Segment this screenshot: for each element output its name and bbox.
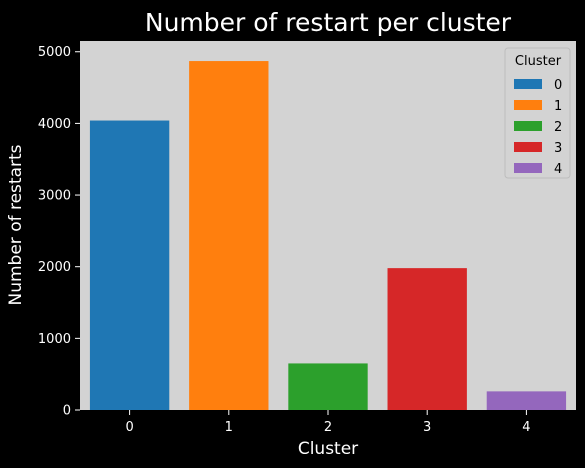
bars-group (89, 61, 567, 411)
legend-title: Cluster (515, 54, 562, 69)
legend-label: 3 (554, 141, 562, 156)
chart-title: Number of restart per cluster (145, 8, 512, 37)
x-tick-label: 3 (423, 420, 431, 435)
bar-cluster-4[interactable] (486, 391, 567, 410)
y-axis: 0 1000 2000 3000 4000 5000 (38, 45, 80, 419)
legend-swatch-1 (514, 100, 542, 110)
legend-label: 0 (554, 78, 562, 93)
x-tick-label: 1 (225, 420, 233, 435)
bar-cluster-2[interactable] (288, 363, 368, 410)
x-tick-label: 0 (125, 420, 133, 435)
y-axis-title: Number of restarts (6, 144, 26, 305)
x-axis-title: Cluster (298, 439, 358, 459)
x-axis: 0 1 2 3 4 (125, 410, 531, 435)
legend-swatch-4 (514, 163, 542, 173)
legend-label: 1 (554, 99, 562, 114)
legend-swatch-0 (514, 79, 542, 89)
legend-entries: 0 1 2 3 4 (514, 78, 562, 177)
y-tick-label: 5000 (38, 45, 71, 60)
x-tick-label: 2 (324, 420, 332, 435)
y-tick-label: 0 (63, 404, 71, 419)
legend-label: 2 (554, 120, 562, 135)
bar-cluster-3[interactable] (387, 268, 467, 410)
y-tick-label: 4000 (38, 117, 71, 132)
legend-label: 4 (554, 162, 562, 177)
y-tick-label: 2000 (38, 260, 71, 275)
bar-cluster-1[interactable] (189, 61, 269, 411)
y-tick-label: 1000 (38, 332, 71, 347)
legend-swatch-3 (514, 142, 542, 152)
legend[interactable]: Cluster 0 1 2 3 4 (504, 47, 571, 179)
bar-cluster-0[interactable] (89, 120, 170, 410)
legend-swatch-2 (514, 121, 542, 131)
x-tick-label: 4 (522, 420, 530, 435)
y-tick-label: 3000 (38, 189, 71, 204)
